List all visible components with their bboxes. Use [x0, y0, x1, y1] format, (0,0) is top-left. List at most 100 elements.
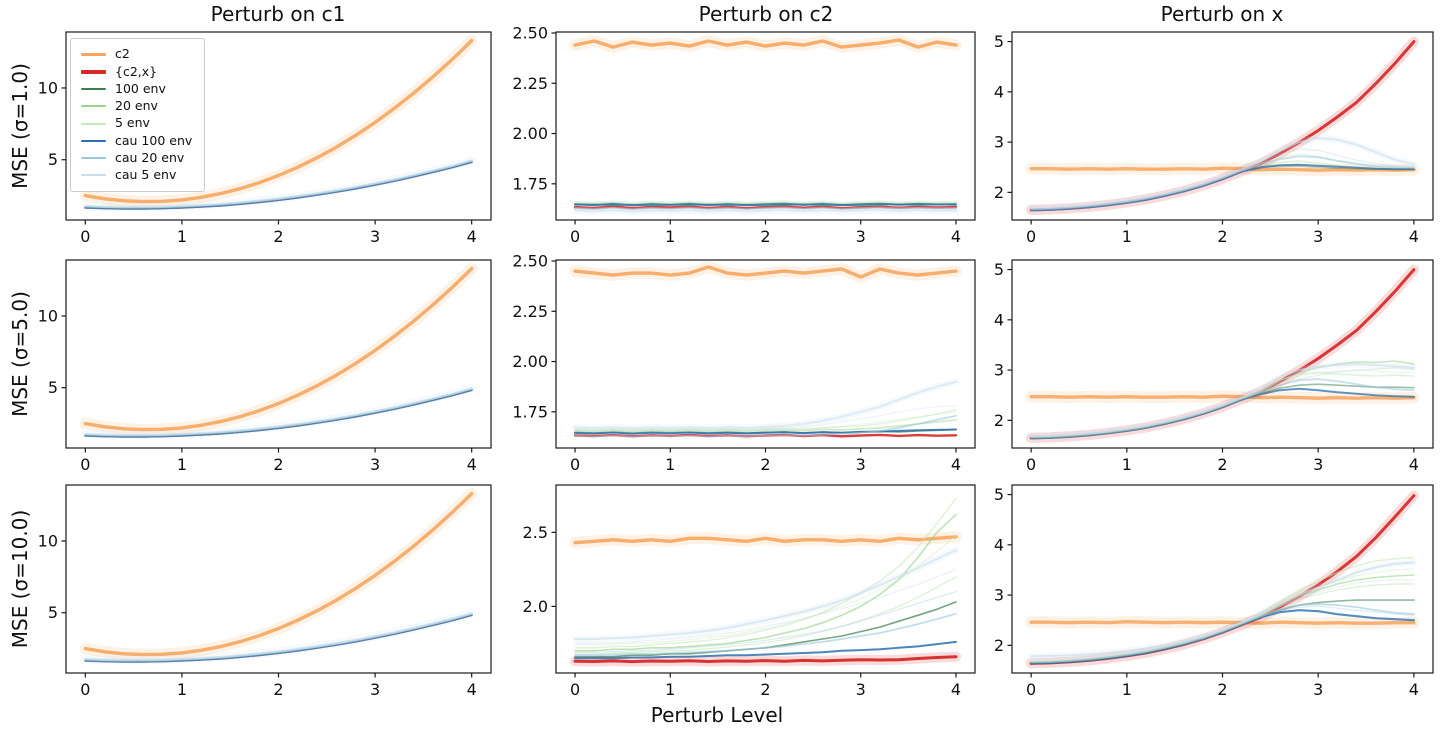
legend-label: cau 5 env — [115, 167, 177, 183]
y-tick-label: 1.75 — [512, 174, 548, 193]
subplot-1-0 — [79, 262, 478, 440]
y-tick-label: 2.50 — [512, 24, 548, 43]
ylabel-row-sigma-1: MSE (σ=1.0) — [8, 63, 32, 189]
legend-item-20-env: 20 env — [81, 98, 192, 115]
x-tick-label: 2 — [760, 227, 770, 246]
series-c2 — [1029, 394, 1416, 400]
legend-item-cau-20-env: cau 20 env — [81, 150, 192, 167]
series-cau-100-env — [574, 428, 957, 435]
series-cau-20-env-run-2- — [1030, 605, 1415, 664]
x-tick-label: 2 — [273, 227, 283, 246]
legend-line-swatch-c2x — [81, 70, 106, 74]
series--c2-x- — [573, 655, 958, 664]
legend-label: 20 env — [115, 98, 158, 114]
y-tick-label: 2.00 — [512, 124, 548, 143]
x-tick-label: 2 — [273, 455, 283, 474]
legend-line-swatch-cau-20-env — [81, 157, 106, 160]
series-5-env-run-2- — [574, 411, 957, 433]
y-tick-label: 5 — [48, 603, 58, 622]
axes-border — [1011, 31, 1434, 221]
x-tick-label: 4 — [1409, 680, 1419, 699]
legend-line-swatch-c2 — [81, 52, 106, 57]
axes-border — [65, 484, 492, 674]
axes-border — [555, 31, 976, 221]
series-c2 — [83, 491, 474, 657]
series-cau-100-env — [1030, 387, 1415, 440]
series-cau-5-env — [1030, 137, 1415, 210]
x-tick-label: 4 — [951, 455, 961, 474]
x-tick-label: 3 — [370, 680, 380, 699]
x-tick-label: 4 — [467, 455, 477, 474]
x-tick-label: 0 — [80, 680, 90, 699]
x-tick-label: 0 — [1026, 227, 1036, 246]
x-tick-label: 1 — [1122, 227, 1132, 246]
y-tick-label: 4 — [994, 82, 1004, 101]
ylabel-row-sigma-10: MSE (σ=10.0) — [8, 509, 32, 649]
y-tick-label: 10 — [38, 78, 58, 97]
series-20-env — [574, 513, 957, 652]
y-tick-label: 3 — [994, 586, 1004, 605]
legend-item-100-env: 100 env — [81, 81, 192, 98]
subplot-title-perturb-c2: Perturb on c2 — [698, 2, 834, 26]
subplot-0-2 — [1025, 36, 1420, 215]
axes-border — [555, 259, 976, 449]
x-tick-label: 1 — [177, 227, 187, 246]
series-c2 — [1029, 166, 1416, 172]
axes-border — [65, 259, 492, 449]
series--c2-x- — [1029, 40, 1416, 212]
y-tick-label: 4 — [994, 310, 1004, 329]
series-cau-100-env — [1030, 163, 1415, 212]
series-cau-5-env — [574, 549, 957, 640]
subplot-2-2 — [1025, 490, 1420, 669]
subplot-title-perturb-c1: Perturb on c1 — [210, 2, 346, 26]
series-cau-5-env-run-2- — [574, 568, 957, 645]
y-tick-label: 5 — [994, 260, 1004, 279]
y-tick-label: 2.0 — [523, 597, 548, 616]
ylabel-row-sigma-5: MSE (σ=5.0) — [8, 291, 32, 417]
series-cau-20-env — [574, 206, 957, 211]
y-tick-label: 2.25 — [512, 74, 548, 93]
series-c2 — [573, 535, 958, 545]
x-tick-label: 3 — [856, 455, 866, 474]
y-tick-label: 2 — [994, 411, 1004, 430]
x-tick-label: 0 — [1026, 680, 1036, 699]
series-cau-5-env-run-2- — [574, 405, 957, 431]
series-20-env-run-2- — [574, 576, 957, 655]
series-cau-100-env — [574, 640, 957, 660]
y-tick-label: 5 — [994, 485, 1004, 504]
x-tick-label: 0 — [570, 455, 580, 474]
x-tick-label: 2 — [760, 455, 770, 474]
legend-label: cau 100 env — [115, 132, 193, 148]
series-cau-100-env — [84, 161, 473, 210]
legend-line-swatch-cau-100-env — [81, 139, 106, 142]
series-c2 — [83, 38, 474, 204]
series-cau-5-env-run-2- — [1030, 579, 1415, 660]
y-tick-label: 2 — [994, 183, 1004, 202]
series-cau-5-env — [574, 380, 957, 430]
x-tick-label: 1 — [665, 455, 675, 474]
x-tick-label: 4 — [1409, 227, 1419, 246]
series-c2 — [83, 266, 474, 432]
x-tick-label: 2 — [273, 680, 283, 699]
series-cau-5-env — [84, 159, 473, 209]
x-tick-label: 4 — [1409, 455, 1419, 474]
series-5-env-run-2- — [574, 534, 957, 646]
series-cau-5-env — [1030, 561, 1415, 658]
series-c2 — [573, 38, 958, 49]
x-tick-label: 0 — [80, 227, 90, 246]
x-tick-label: 3 — [856, 227, 866, 246]
legend-item-c2: c2 — [81, 46, 192, 63]
x-tick-label: 4 — [951, 680, 961, 699]
y-tick-label: 2 — [994, 636, 1004, 655]
y-tick-label: 10 — [38, 531, 58, 550]
legend-item-cau-100-env: cau 100 env — [81, 132, 192, 149]
series-cau-20-env-run-2- — [1030, 148, 1415, 210]
y-tick-label: 5 — [48, 150, 58, 169]
x-tick-label: 4 — [467, 680, 477, 699]
y-tick-label: 2.50 — [512, 252, 548, 271]
series-cau-20-env — [574, 612, 957, 657]
x-tick-label: 0 — [80, 455, 90, 474]
x-tick-label: 4 — [951, 227, 961, 246]
